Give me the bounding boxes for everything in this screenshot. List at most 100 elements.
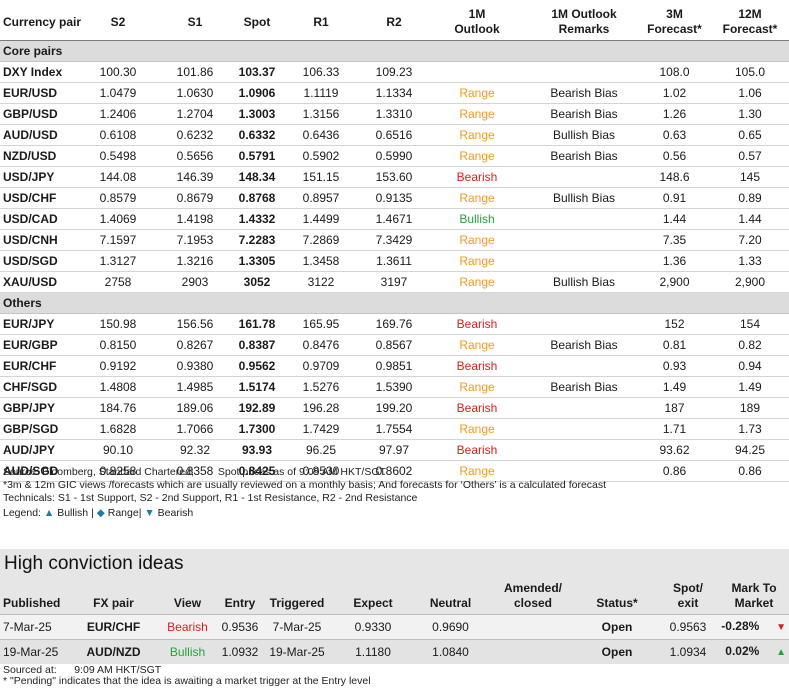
r2-cell: 109.23 (364, 61, 424, 83)
section-title: Core pairs (0, 40, 789, 62)
amended-cell (489, 639, 577, 664)
table-row: GBP/USD 1.2406 1.2704 1.3003 1.3156 1.3310 Ran… (0, 103, 789, 125)
currency-pair-cell: DXY Index (0, 61, 82, 83)
sourced-line: Sourced at: 9:09 AM HKT/SGT (3, 665, 789, 676)
currency-pair-cell: USD/CHF (0, 187, 82, 209)
r2-cell: 0.8567 (364, 334, 424, 356)
spot-cell: 1.5174 (236, 376, 278, 398)
forecast-3m-cell: 187 (638, 397, 711, 419)
spot-cell: 3052 (236, 271, 278, 293)
forecast-3m-cell: 0.56 (638, 145, 711, 167)
technicals-note: Technicals: S1 - 1st Support, S2 - 2nd S… (3, 492, 418, 504)
legend-range: Range (107, 507, 139, 519)
spot-cell: 0.8387 (236, 334, 278, 356)
outlook-cell: Bearish (424, 166, 530, 188)
forecast-12m-cell: 0.94 (711, 355, 789, 377)
r2-cell: 7.3429 (364, 229, 424, 251)
table-row: DXY Index 100.30 101.86 103.37 106.33 109.23 1… (0, 61, 789, 83)
forecast-3m-cell: 1.36 (638, 250, 711, 272)
s1-cell: 189.06 (154, 397, 236, 419)
forecast-12m-cell: 2,900 (711, 271, 789, 293)
outlook-cell: Range (424, 187, 530, 209)
remarks-cell: Bullish Bias (530, 124, 638, 146)
r2-cell: 199.20 (364, 397, 424, 419)
s1-cell: 2903 (154, 271, 236, 293)
r1-cell: 0.8476 (278, 334, 364, 356)
spot-cell: 192.89 (236, 397, 278, 419)
r1-cell: 96.25 (278, 439, 364, 461)
remarks-cell (530, 250, 638, 272)
spot-cell: 0.8425 (236, 460, 278, 482)
header-published: Published (3, 596, 61, 610)
outlook-cell: Bearish (424, 397, 530, 419)
outlook-cell: Range (424, 376, 530, 398)
table-row: EUR/CHF 0.9192 0.9380 0.9562 0.9709 0.9851 Bea… (0, 355, 789, 377)
published-cell: 7-Mar-25 (0, 614, 72, 640)
header-triggered: Triggered (269, 596, 325, 610)
forecast-3m-cell: 93.62 (638, 439, 711, 461)
r2-cell: 0.9851 (364, 355, 424, 377)
outlook-cell: Range (424, 124, 530, 146)
section-title: Others (0, 292, 789, 314)
currency-pair-cell: USD/SGD (0, 250, 82, 272)
high-conviction-panel: High conviction ideas Published FX pair … (0, 549, 789, 695)
s2-cell: 0.5498 (82, 145, 154, 167)
forecast-3m-cell: 108.0 (638, 61, 711, 83)
header-r2: R2 (386, 14, 402, 29)
forecast-12m-cell: 0.82 (711, 334, 789, 356)
currency-pair-cell: USD/CAD (0, 208, 82, 230)
forecast-12m-cell: 154 (711, 313, 789, 335)
forecast-3m-cell: 1.71 (638, 418, 711, 440)
r1-cell: 1.4499 (278, 208, 364, 230)
r2-cell: 0.5990 (364, 145, 424, 167)
spot-cell: 0.8768 (236, 187, 278, 209)
remarks-cell: Bullish Bias (530, 187, 638, 209)
table-row: EUR/GBP 0.8150 0.8267 0.8387 0.8476 0.8567 Ran… (0, 334, 789, 356)
view-cell: Bullish (155, 639, 220, 664)
spot-exit-cell: 0.9563 (657, 614, 719, 640)
legend: Legend: ▲ Bullish | ◆ Range| ▼ Bearish (3, 507, 606, 520)
expect-cell: 1.1180 (334, 639, 412, 664)
forecast-12m-cell: 105.0 (711, 61, 789, 83)
currency-pair-cell: USD/JPY (0, 166, 82, 188)
forecast-3m-cell: 0.86 (638, 460, 711, 482)
s1-cell: 1.4985 (154, 376, 236, 398)
neutral-cell: 0.9690 (412, 614, 489, 640)
triangle-down-icon: ▼ (773, 622, 786, 633)
table-row: GBP/SGD 1.6828 1.7066 1.7300 1.7429 1.7554 Ran… (0, 418, 789, 440)
table-row: USD/CHF 0.8579 0.8679 0.8768 0.8957 0.9135 Ran… (0, 187, 789, 209)
s1-cell: 0.8267 (154, 334, 236, 356)
spot-exit-cell: 1.0934 (657, 639, 719, 664)
sourced-time: 9:09 AM HKT/SGT (74, 664, 162, 676)
r1-cell: 1.1119 (278, 82, 364, 104)
forecast-12m-cell: 0.89 (711, 187, 789, 209)
remarks-cell (530, 313, 638, 335)
legend-bullish: Bullish (57, 507, 89, 519)
status-cell: Open (577, 614, 657, 640)
r1-cell: 7.2869 (278, 229, 364, 251)
r2-cell: 3197 (364, 271, 424, 293)
conviction-header: Published FX pair View Entry Triggered E… (0, 579, 789, 615)
spot-cell: 1.4332 (236, 208, 278, 230)
remarks-cell (530, 166, 638, 188)
r2-cell: 1.5390 (364, 376, 424, 398)
remarks-cell: Bearish Bias (530, 376, 638, 398)
forecast-12m-cell: 1.30 (711, 103, 789, 125)
mark-to-market-value: 0.02% (725, 644, 760, 658)
s2-cell: 1.6828 (82, 418, 154, 440)
s2-cell: 0.6108 (82, 124, 154, 146)
r2-cell: 1.3310 (364, 103, 424, 125)
table-row: GBP/JPY 184.76 189.06 192.89 196.28 199.20 Bea… (0, 397, 789, 419)
outlook-cell: Range (424, 250, 530, 272)
r1-cell: 1.3156 (278, 103, 364, 125)
forecast-12m-cell: 1.73 (711, 418, 789, 440)
s2-cell: 1.4808 (82, 376, 154, 398)
triggered-cell: 7-Mar-25 (260, 614, 334, 640)
outlook-cell: Range (424, 271, 530, 293)
amended-cell (489, 614, 577, 640)
s1-cell: 0.5656 (154, 145, 236, 167)
forecast-3m-cell: 0.63 (638, 124, 711, 146)
forecast-3m-cell: 1.26 (638, 103, 711, 125)
r1-cell: 106.33 (278, 61, 364, 83)
entry-cell: 1.0932 (220, 639, 260, 664)
